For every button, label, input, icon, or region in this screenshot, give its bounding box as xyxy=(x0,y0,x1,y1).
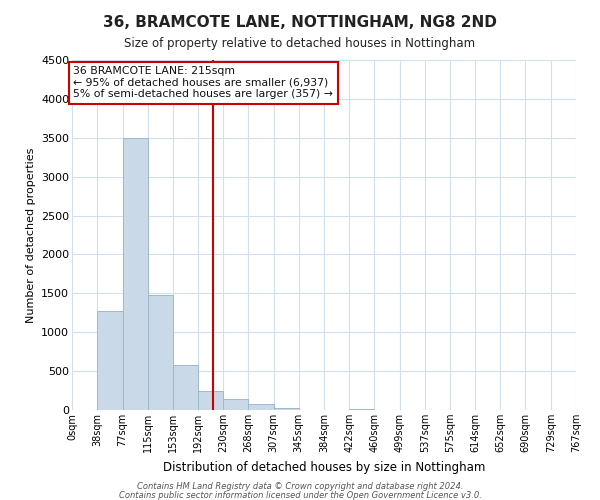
Bar xyxy=(97,311,122,410)
Bar xyxy=(173,365,198,410)
Text: Size of property relative to detached houses in Nottingham: Size of property relative to detached ho… xyxy=(124,38,476,51)
Bar xyxy=(248,404,274,410)
Text: Contains HM Land Registry data © Crown copyright and database right 2024.: Contains HM Land Registry data © Crown c… xyxy=(137,482,463,491)
Bar xyxy=(349,409,374,410)
Text: Contains public sector information licensed under the Open Government Licence v3: Contains public sector information licen… xyxy=(119,490,481,500)
Bar xyxy=(274,408,299,410)
Bar xyxy=(148,295,173,410)
Bar xyxy=(122,138,148,410)
Y-axis label: Number of detached properties: Number of detached properties xyxy=(26,148,35,322)
Bar xyxy=(198,390,223,410)
Bar xyxy=(223,399,248,410)
Text: 36, BRAMCOTE LANE, NOTTINGHAM, NG8 2ND: 36, BRAMCOTE LANE, NOTTINGHAM, NG8 2ND xyxy=(103,15,497,30)
X-axis label: Distribution of detached houses by size in Nottingham: Distribution of detached houses by size … xyxy=(163,460,485,473)
Text: 36 BRAMCOTE LANE: 215sqm
← 95% of detached houses are smaller (6,937)
5% of semi: 36 BRAMCOTE LANE: 215sqm ← 95% of detach… xyxy=(73,66,333,100)
